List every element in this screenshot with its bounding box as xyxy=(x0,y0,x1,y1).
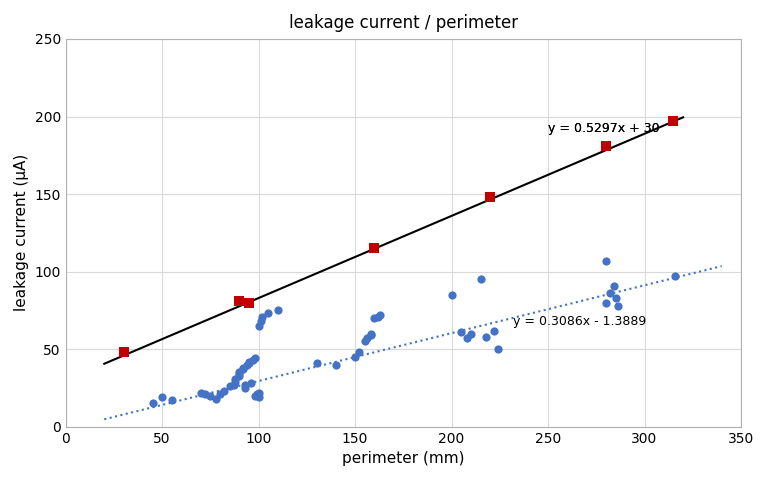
Point xyxy=(360,335,372,342)
Point xyxy=(372,313,385,321)
Point xyxy=(230,375,242,383)
Point xyxy=(249,392,261,399)
Point xyxy=(484,193,496,201)
Point xyxy=(233,369,246,376)
Point xyxy=(374,311,386,319)
Point xyxy=(607,282,620,289)
Point xyxy=(166,396,178,404)
Point xyxy=(488,327,500,335)
Title: leakage current / perimeter: leakage current / perimeter xyxy=(289,14,518,32)
Point xyxy=(194,389,207,396)
Text: y = 0.3086x - 1.3889: y = 0.3086x - 1.3889 xyxy=(513,315,647,328)
Point xyxy=(667,117,680,125)
Point xyxy=(461,335,473,342)
Point xyxy=(250,390,263,398)
Point xyxy=(253,322,265,330)
Point xyxy=(600,257,612,264)
Point xyxy=(237,364,250,372)
Point xyxy=(218,387,230,395)
Point xyxy=(669,273,681,280)
Point xyxy=(245,379,257,387)
Point xyxy=(243,359,255,367)
Point xyxy=(262,310,274,317)
Point xyxy=(604,289,616,297)
Point xyxy=(239,381,251,389)
Point xyxy=(600,299,612,306)
Point xyxy=(353,348,365,356)
Point xyxy=(445,291,458,299)
Point xyxy=(118,348,130,356)
Point xyxy=(223,383,236,390)
Point xyxy=(233,370,246,378)
X-axis label: perimeter (mm): perimeter (mm) xyxy=(342,451,465,466)
Point xyxy=(147,399,159,407)
Point xyxy=(329,361,342,369)
Point xyxy=(480,333,492,341)
Point xyxy=(368,244,380,252)
Point xyxy=(364,331,376,339)
Point xyxy=(254,317,266,325)
Point xyxy=(610,294,622,302)
Point xyxy=(227,381,240,389)
Point xyxy=(455,328,468,336)
Text: y = 0.5297x + 30: y = 0.5297x + 30 xyxy=(548,122,660,135)
Point xyxy=(465,330,477,337)
Point xyxy=(253,389,265,396)
Point xyxy=(492,345,504,353)
Point xyxy=(214,390,227,398)
Point xyxy=(475,276,487,283)
Point xyxy=(272,307,284,314)
Point xyxy=(241,361,253,369)
Point xyxy=(243,358,255,365)
Point xyxy=(239,384,251,392)
Y-axis label: leakage current (μA): leakage current (μA) xyxy=(14,154,29,312)
Point xyxy=(233,297,246,305)
Point xyxy=(349,353,361,361)
Point xyxy=(611,302,624,310)
Point xyxy=(204,392,217,399)
Point xyxy=(368,314,380,322)
Point xyxy=(156,394,168,401)
Point xyxy=(253,394,265,401)
Point xyxy=(359,337,371,345)
Point xyxy=(247,356,259,364)
Point xyxy=(310,359,323,367)
Point xyxy=(210,395,222,403)
Text: y = 0.5297x + 30: y = 0.5297x + 30 xyxy=(548,122,660,135)
Point xyxy=(237,365,250,373)
Point xyxy=(230,378,242,385)
Point xyxy=(233,372,246,379)
Point xyxy=(364,330,376,337)
Point xyxy=(257,313,269,321)
Point xyxy=(600,142,612,150)
Point xyxy=(243,299,255,306)
Point xyxy=(249,355,261,362)
Point xyxy=(198,390,210,398)
